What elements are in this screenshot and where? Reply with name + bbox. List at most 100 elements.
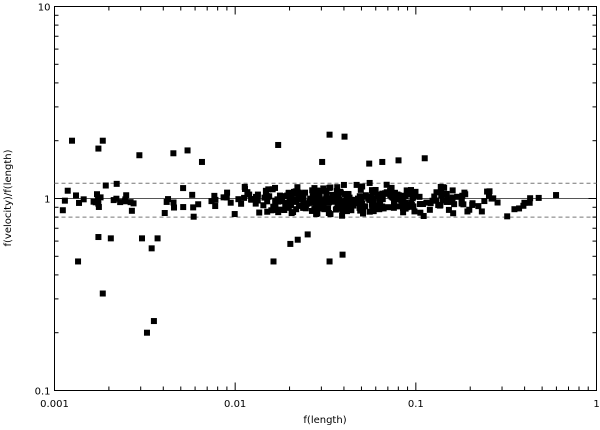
data-point [189,191,196,198]
data-point [332,195,339,202]
data-point [444,196,451,203]
data-point [102,182,109,189]
data-point [256,209,263,216]
x-tick-label: 0.01 [224,399,246,410]
data-point [294,236,301,243]
data-point [516,205,523,212]
data-point [379,190,386,197]
data-point [379,158,386,165]
data-point [454,193,461,200]
data-point [388,184,395,191]
data-point [357,186,364,193]
data-point [304,200,311,207]
data-point [484,188,491,195]
data-point [99,290,106,297]
data-point [370,208,377,215]
data-point [462,191,469,198]
data-point [417,209,424,216]
data-point [138,235,145,242]
data-point [281,207,288,214]
data-point [366,179,373,186]
data-point [264,208,271,215]
data-point [95,203,102,210]
data-point [342,200,349,207]
data-point [122,196,129,203]
data-point [421,155,428,162]
data-point [143,329,150,336]
data-point [282,199,289,206]
data-point [341,133,348,140]
data-point [309,187,316,194]
data-point [316,194,323,201]
data-point [268,207,275,214]
data-point [379,203,386,210]
data-point [117,199,124,206]
data-point [307,195,314,202]
data-point [123,192,130,199]
data-point [410,194,417,201]
data-point [59,207,66,214]
data-point [359,183,366,190]
data-point [335,193,342,200]
data-point [208,198,215,205]
data-point [284,192,291,199]
data-point [374,191,381,198]
data-point [345,191,352,198]
data-point [399,205,406,212]
data-point [287,196,294,203]
data-point [165,196,172,203]
x-tick-label: 0.001 [40,399,69,410]
data-point [419,201,426,208]
data-point [95,200,102,207]
data-point [300,195,307,202]
data-point [416,201,423,208]
data-point [387,192,394,199]
axis-ticks: 0.001 0.01 0.1 1 0.1 1 10 [35,3,600,411]
data-point [252,200,259,207]
data-point [443,190,450,197]
data-point [449,198,456,205]
data-point [312,190,319,197]
data-point [330,198,337,205]
data-point [326,131,333,138]
data-point [327,211,334,218]
data-point [110,197,117,204]
data-point [318,205,325,212]
data-point [293,196,300,203]
data-point [296,202,303,209]
data-point [431,193,438,200]
data-point [95,196,102,203]
data-point [61,197,68,204]
data-point [366,160,373,167]
data-point [383,181,390,188]
data-point [300,199,307,206]
data-point [342,190,349,197]
data-point [272,205,279,212]
data-point [349,199,356,206]
data-point [99,137,106,144]
data-point [320,202,327,209]
data-point [336,196,343,203]
data-point [313,204,320,211]
data-point [248,196,255,203]
data-point [323,192,330,199]
data-point [272,184,279,191]
data-point [130,200,137,207]
data-point [73,192,80,199]
data-point [334,184,341,191]
data-point [212,196,219,203]
data-point [408,199,415,206]
data-point [423,199,430,206]
data-point [93,191,100,198]
data-point [368,201,375,208]
data-point [400,193,407,200]
data-point [412,188,419,195]
data-point [337,202,344,209]
data-point [80,196,87,203]
data-point [302,189,309,196]
data-point [76,199,83,206]
data-point [95,234,102,241]
data-point [293,206,300,213]
data-point [385,204,392,211]
